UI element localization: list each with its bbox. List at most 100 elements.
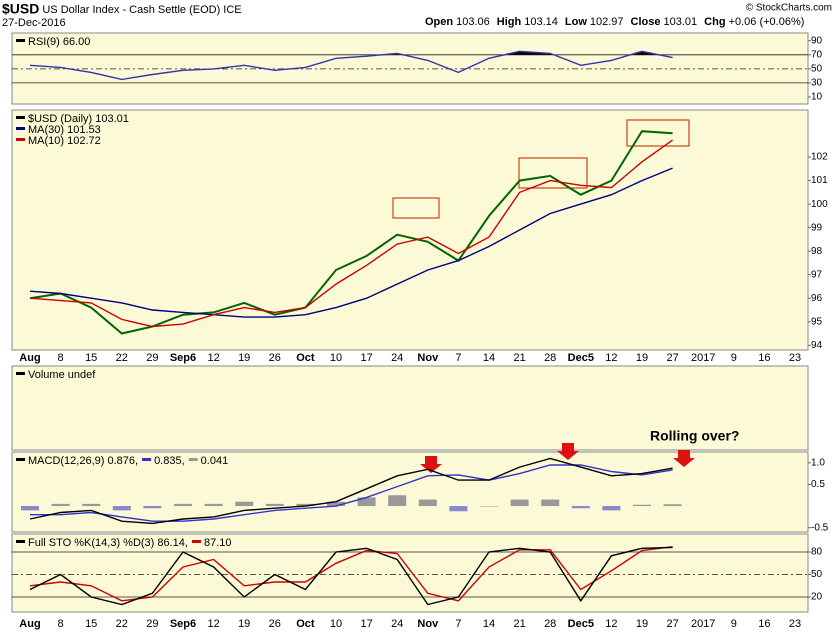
histogram-bar xyxy=(327,501,345,507)
x-tick-label: 19 xyxy=(238,352,250,364)
x-tick-label: 16 xyxy=(758,618,770,630)
series-line xyxy=(29,546,673,606)
x-tick-label: Dec5 xyxy=(568,352,594,364)
x-tick-label: 28 xyxy=(544,352,556,364)
x-tick-label: 8 xyxy=(58,352,64,364)
annotation: Rolling over? xyxy=(650,428,739,444)
consolidation-box xyxy=(626,119,690,147)
quote-value: +0.06 (+0.06%) xyxy=(729,16,805,28)
histogram-bar xyxy=(480,506,498,507)
series-line xyxy=(29,167,673,318)
x-tick-label: 10 xyxy=(330,352,342,364)
macd-panel xyxy=(11,451,809,533)
x-tick-label: 27 xyxy=(666,352,678,364)
x-tick-label: 24 xyxy=(391,618,403,630)
histogram-bar xyxy=(388,495,407,507)
quote-label: Low xyxy=(565,16,587,28)
quote-value: 103.14 xyxy=(524,16,558,28)
y-tick-label: 1.0 xyxy=(811,457,825,468)
consolidation-box xyxy=(518,157,588,189)
y-tick-label: 95 xyxy=(811,316,823,327)
x-tick-label: 17 xyxy=(360,352,372,364)
histogram-bar xyxy=(510,499,529,507)
legend-swatch xyxy=(16,372,25,375)
x-tick-label: 7 xyxy=(455,352,461,364)
index-name: US Dollar Index - Cash Settle (EOD) ICE xyxy=(42,4,241,16)
x-tick-label: 14 xyxy=(483,618,495,630)
quote-value: 103.01 xyxy=(664,16,698,28)
legend-entry: Full STO %K(14,3) %D(3) 86.14, xyxy=(28,537,188,549)
x-tick-label: 22 xyxy=(116,352,128,364)
legend-swatch xyxy=(16,138,25,141)
series-line xyxy=(29,50,673,81)
histogram-bar xyxy=(21,506,39,511)
x-tick-label: 29 xyxy=(146,618,158,630)
histogram-bar xyxy=(235,501,254,507)
symbol: $USD xyxy=(2,1,39,17)
legend-swatch xyxy=(16,116,25,119)
histogram-bar xyxy=(571,506,590,509)
y-tick-label: 97 xyxy=(811,269,823,280)
series-line xyxy=(29,130,673,335)
x-tick-label: 15 xyxy=(85,618,97,630)
histogram-bar xyxy=(143,506,162,509)
series-line xyxy=(29,139,674,328)
legend-swatch xyxy=(191,540,201,543)
x-tick-label: 22 xyxy=(116,618,128,630)
histogram-bar xyxy=(449,506,468,512)
y-tick-label: 80 xyxy=(811,547,823,558)
price-panel xyxy=(11,109,809,351)
x-tick-label: 12 xyxy=(605,352,617,364)
legend-entry: 0.041 xyxy=(201,455,229,467)
y-tick-label: 50 xyxy=(811,569,823,580)
x-tick-label: 10 xyxy=(330,618,342,630)
histogram-bar xyxy=(174,503,192,507)
legend-entry: MA(30) 101.53 xyxy=(28,124,101,136)
y-tick-label: 50 xyxy=(811,63,823,74)
legend-entry: $USD (Daily) 103.01 xyxy=(28,113,129,125)
x-tick-label: 16 xyxy=(758,352,770,364)
panels xyxy=(11,32,809,613)
histogram-bar xyxy=(602,506,621,511)
annotations xyxy=(392,119,695,473)
x-tick-label: 23 xyxy=(789,618,801,630)
y-tick-label: -0.5 xyxy=(811,522,829,533)
x-tick-label: Sep6 xyxy=(170,618,196,630)
legend-swatch xyxy=(16,458,25,461)
legend-entry: MA(10) 102.72 xyxy=(28,135,101,147)
histogram-bar xyxy=(663,504,682,507)
volume-panel xyxy=(11,365,809,451)
x-tick-label: 19 xyxy=(636,618,648,630)
y-tick-label: 70 xyxy=(811,49,823,60)
quote-label: High xyxy=(497,16,522,28)
arrow xyxy=(673,450,695,467)
x-tick-label: 12 xyxy=(207,618,219,630)
x-tick-label: 19 xyxy=(238,618,250,630)
x-tick-label: 28 xyxy=(544,618,556,630)
y-tick-label: 96 xyxy=(811,293,823,304)
x-tick-label: 27 xyxy=(666,618,678,630)
x-tick-label: 26 xyxy=(269,352,281,364)
sto-panel xyxy=(11,533,809,613)
series-line xyxy=(30,464,673,522)
histogram-bar xyxy=(112,506,131,511)
legend-swatch xyxy=(142,458,152,461)
y-tick-label: 100 xyxy=(811,199,828,210)
y-tick-label: 99 xyxy=(811,222,823,233)
x-tick-label: Aug xyxy=(19,618,40,630)
overbought-area xyxy=(381,51,659,55)
x-tick-label: 26 xyxy=(269,618,281,630)
x-tick-label: Nov xyxy=(417,352,439,364)
x-tick-label: 21 xyxy=(513,618,525,630)
x-tick-label: 2017 xyxy=(691,352,715,364)
x-tick-label: 14 xyxy=(483,352,495,364)
legend-entry: Volume undef xyxy=(28,369,96,381)
quote-label: Open xyxy=(425,16,453,28)
arrow xyxy=(557,443,579,460)
legend-entry: MACD(12,26,9) 0.876, xyxy=(28,455,138,467)
y-tick-label: 30 xyxy=(811,78,823,89)
histogram-bar xyxy=(296,503,315,507)
x-tick-label: 19 xyxy=(636,352,648,364)
legend-swatch xyxy=(16,540,25,543)
